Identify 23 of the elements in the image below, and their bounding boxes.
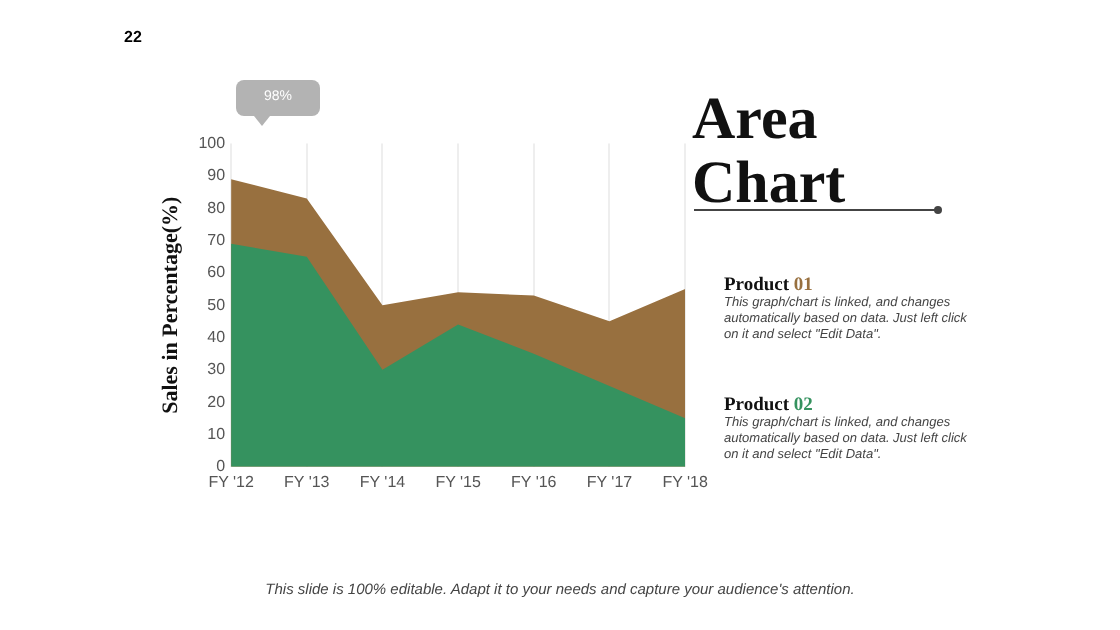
text: 22: [124, 28, 142, 46]
text: Product 01: [724, 276, 815, 296]
y-tick-label: 50: [207, 295, 227, 314]
text: Product 02: [724, 396, 815, 416]
y-tick-label: 60: [207, 263, 227, 282]
y-axis-title: Sales in Percentage(%): [158, 195, 183, 414]
x-tick-label: FY '13: [284, 472, 331, 491]
x-tick-label: FY '17: [586, 472, 634, 491]
chart-title: Area Chart: [692, 86, 848, 216]
x-tick-label: FY '16: [511, 472, 558, 491]
y-tick-label: 40: [207, 327, 227, 346]
y-tick-label: 20: [207, 392, 227, 411]
y-tick-label: 100: [198, 134, 227, 153]
y-tick-label: 80: [207, 198, 227, 217]
y-tick-label: 30: [207, 360, 227, 379]
x-tick-label: FY '15: [435, 472, 482, 491]
y-tick-label: 10: [207, 424, 227, 443]
y-tick-label: 70: [207, 230, 227, 249]
x-tick-label: FY '18: [662, 472, 709, 491]
y-tick-label: 0: [216, 457, 227, 476]
x-tick-label: FY '14: [359, 472, 407, 491]
x-tick-label: FY '12: [208, 472, 255, 491]
y-tick-label: 90: [207, 166, 227, 185]
